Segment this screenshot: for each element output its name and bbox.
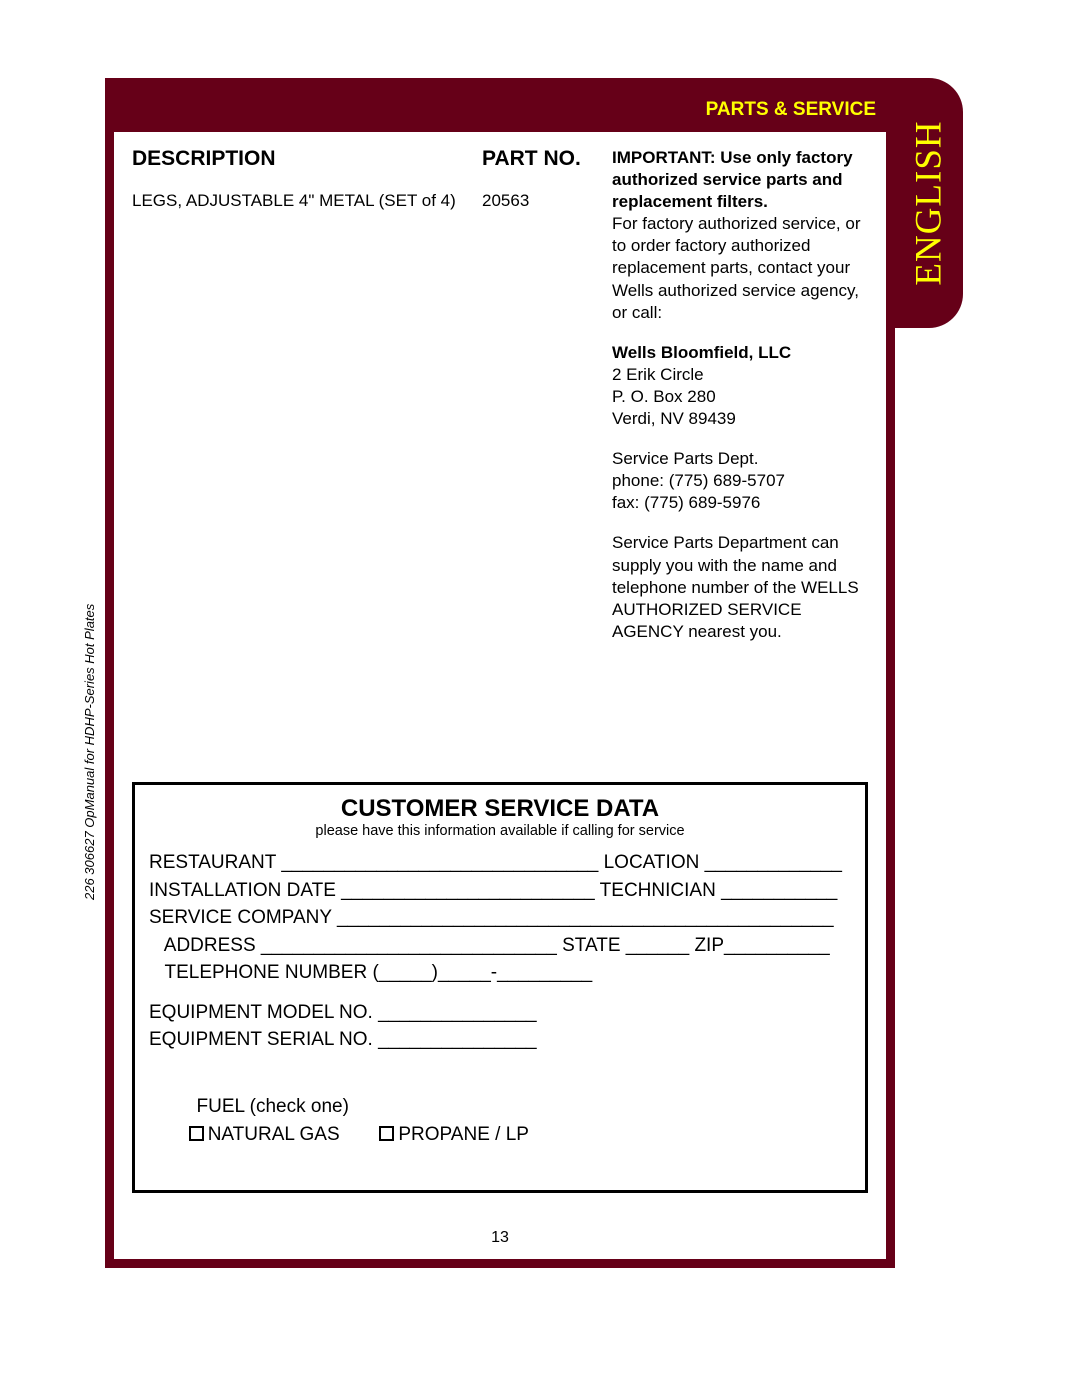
state-zip-field[interactable]: STATE ______ ZIP__________ [562, 935, 830, 956]
service-subtitle: please have this information available i… [149, 823, 851, 839]
fuel-label: FUEL (check one) [181, 1096, 349, 1117]
part-number: 20563 [482, 191, 612, 211]
addr2: P. O. Box 280 [612, 387, 716, 406]
factory-text: For factory authorized service, or to or… [612, 214, 860, 321]
dept: Service Parts Dept. [612, 449, 758, 468]
company-block: Wells Bloomfield, LLC 2 Erik Circle P. O… [612, 342, 863, 430]
propane-label: PROPANE / LP [398, 1124, 529, 1145]
form-line-2: INSTALLATION DATE ______________________… [149, 877, 851, 905]
agency-block: Service Parts Department can supply you … [612, 532, 863, 642]
agency-text: Service Parts Department can supply you … [612, 533, 859, 640]
description-column: DESCRIPTION LEGS, ADJUSTABLE 4" METAL (S… [132, 147, 482, 661]
form-line-4: ADDRESS ____________________________ STA… [149, 932, 851, 960]
fax: fax: (775) 689-5976 [612, 493, 760, 512]
location-field[interactable]: LOCATION _____________ [598, 852, 842, 873]
phone-block: Service Parts Dept. phone: (775) 689-570… [612, 448, 863, 514]
page-number: 13 [114, 1229, 886, 1247]
side-note: 226 306627 OpManual for HDHP-Series Hot … [82, 604, 97, 900]
technician-field[interactable]: TECHNICIAN ___________ [595, 880, 838, 901]
content-area: DESCRIPTION LEGS, ADJUSTABLE 4" METAL (S… [114, 132, 886, 661]
serial-no-field[interactable]: EQUIPMENT SERIAL NO. _______________ [149, 1029, 537, 1050]
form-line-1: RESTAURANT _____________________________… [149, 849, 851, 877]
model-no-field[interactable]: EQUIPMENT MODEL NO. _______________ [149, 1002, 537, 1023]
spacer [149, 987, 851, 999]
address-field[interactable]: ADDRESS ____________________________ [149, 935, 562, 956]
telephone-field[interactable]: TELEPHONE NUMBER (_____)_____-_________ [149, 962, 592, 983]
partno-column: PART NO. 20563 [482, 147, 612, 661]
service-company-field[interactable]: SERVICE COMPANY ________________________… [149, 907, 834, 928]
form-line-5[interactable]: TELEPHONE NUMBER (_____)_____-_________ [149, 959, 851, 987]
language-tab: ENGLISH [895, 78, 963, 328]
spacer2 [149, 1054, 851, 1066]
propane-checkbox[interactable] [379, 1126, 394, 1141]
install-date-field[interactable]: INSTALLATION DATE ______________________… [149, 880, 595, 901]
fuel-line: FUEL (check one) NATURAL GAS PROPANE / L… [149, 1066, 851, 1176]
section-title: PARTS & SERVICE [706, 99, 876, 121]
restaurant-field[interactable]: RESTAURANT _____________________________… [149, 852, 598, 873]
language-label: ENGLISH [908, 120, 951, 285]
important-block: IMPORTANT: Use only factory authorized s… [612, 147, 863, 324]
description-heading: DESCRIPTION [132, 147, 482, 171]
addr3: Verdi, NV 89439 [612, 409, 736, 428]
info-column: IMPORTANT: Use only factory authorized s… [612, 147, 868, 661]
service-title: CUSTOMER SERVICE DATA [149, 795, 851, 823]
header-bar: PARTS & SERVICE [114, 87, 886, 132]
addr1: 2 Erik Circle [612, 365, 704, 384]
form-line-3[interactable]: SERVICE COMPANY ________________________… [149, 904, 851, 932]
important-bold: IMPORTANT: Use only factory authorized s… [612, 148, 853, 211]
company-name: Wells Bloomfield, LLC [612, 343, 791, 362]
customer-service-box: CUSTOMER SERVICE DATA please have this i… [132, 782, 868, 1193]
form-line-6[interactable]: EQUIPMENT MODEL NO. _______________ [149, 999, 851, 1027]
phone: phone: (775) 689-5707 [612, 471, 785, 490]
natural-gas-label: NATURAL GAS [208, 1124, 340, 1145]
page-frame: PARTS & SERVICE DESCRIPTION LEGS, ADJUST… [105, 78, 895, 1268]
partno-heading: PART NO. [482, 147, 612, 171]
natural-gas-checkbox[interactable] [189, 1126, 204, 1141]
part-description: LEGS, ADJUSTABLE 4" METAL (SET of 4) [132, 191, 482, 211]
form-line-7[interactable]: EQUIPMENT SERIAL NO. _______________ [149, 1026, 851, 1054]
